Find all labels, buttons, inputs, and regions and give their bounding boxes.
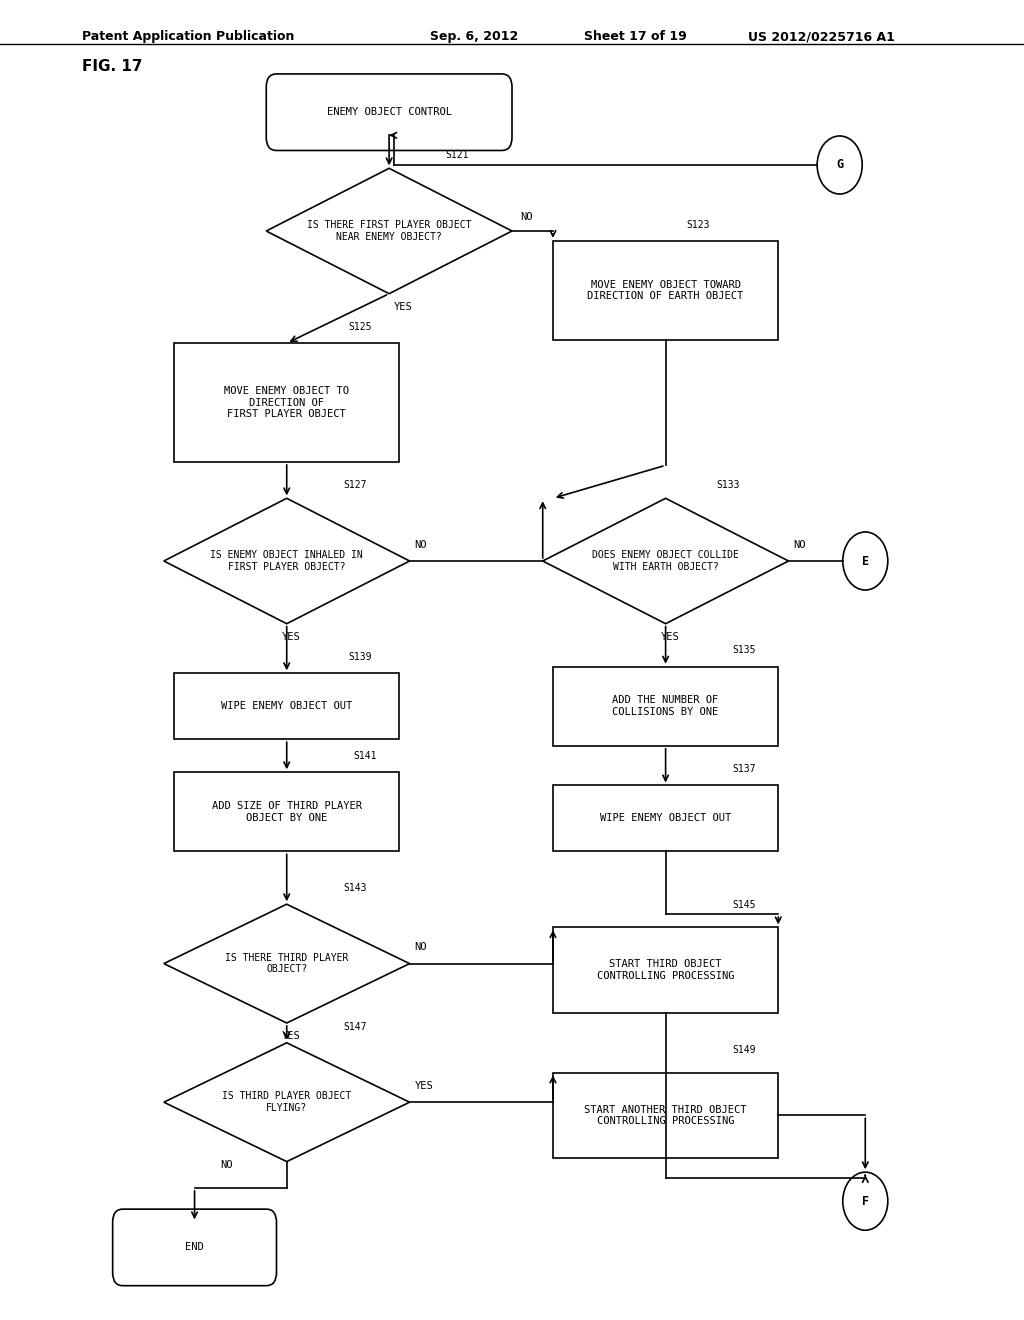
Text: S123: S123 xyxy=(686,219,710,230)
Text: F: F xyxy=(862,1195,868,1208)
Text: MOVE ENEMY OBJECT TO
DIRECTION OF
FIRST PLAYER OBJECT: MOVE ENEMY OBJECT TO DIRECTION OF FIRST … xyxy=(224,385,349,420)
Polygon shape xyxy=(164,499,410,624)
Text: YES: YES xyxy=(282,1031,300,1041)
Text: YES: YES xyxy=(394,301,413,312)
Text: YES: YES xyxy=(282,631,300,642)
Text: NO: NO xyxy=(415,942,427,953)
Text: END: END xyxy=(185,1242,204,1253)
Text: Sep. 6, 2012: Sep. 6, 2012 xyxy=(430,30,518,44)
Text: S143: S143 xyxy=(343,883,367,894)
Text: E: E xyxy=(862,554,868,568)
Text: NO: NO xyxy=(220,1160,232,1171)
Bar xyxy=(553,242,778,339)
Polygon shape xyxy=(266,169,512,294)
Text: S135: S135 xyxy=(732,645,756,656)
Text: G: G xyxy=(837,158,843,172)
Text: IS THERE THIRD PLAYER
OBJECT?: IS THERE THIRD PLAYER OBJECT? xyxy=(225,953,348,974)
Text: S127: S127 xyxy=(343,480,367,491)
Text: START ANOTHER THIRD OBJECT
CONTROLLING PROCESSING: START ANOTHER THIRD OBJECT CONTROLLING P… xyxy=(585,1105,746,1126)
Text: S121: S121 xyxy=(445,150,469,161)
Text: YES: YES xyxy=(415,1081,433,1092)
Text: YES: YES xyxy=(660,631,679,642)
Polygon shape xyxy=(164,1043,410,1162)
Text: Sheet 17 of 19: Sheet 17 of 19 xyxy=(584,30,686,44)
Text: NO: NO xyxy=(520,213,532,223)
FancyBboxPatch shape xyxy=(266,74,512,150)
Text: DOES ENEMY OBJECT COLLIDE
WITH EARTH OBJECT?: DOES ENEMY OBJECT COLLIDE WITH EARTH OBJ… xyxy=(592,550,739,572)
Circle shape xyxy=(843,532,888,590)
Text: S149: S149 xyxy=(732,1044,756,1055)
Text: Patent Application Publication: Patent Application Publication xyxy=(82,30,294,44)
Bar xyxy=(174,343,399,462)
Bar xyxy=(553,1072,778,1159)
Bar xyxy=(553,785,778,851)
Text: IS THIRD PLAYER OBJECT
FLYING?: IS THIRD PLAYER OBJECT FLYING? xyxy=(222,1092,351,1113)
Text: S137: S137 xyxy=(732,764,756,775)
Bar xyxy=(174,772,399,851)
Text: ENEMY OBJECT CONTROL: ENEMY OBJECT CONTROL xyxy=(327,107,452,117)
Text: S147: S147 xyxy=(343,1022,367,1032)
Circle shape xyxy=(843,1172,888,1230)
Bar xyxy=(553,927,778,1014)
Text: FIG. 17: FIG. 17 xyxy=(82,59,142,74)
Text: START THIRD OBJECT
CONTROLLING PROCESSING: START THIRD OBJECT CONTROLLING PROCESSIN… xyxy=(597,960,734,981)
Circle shape xyxy=(817,136,862,194)
Text: ADD SIZE OF THIRD PLAYER
OBJECT BY ONE: ADD SIZE OF THIRD PLAYER OBJECT BY ONE xyxy=(212,801,361,822)
Text: IS THERE FIRST PLAYER OBJECT
NEAR ENEMY OBJECT?: IS THERE FIRST PLAYER OBJECT NEAR ENEMY … xyxy=(307,220,471,242)
Text: WIPE ENEMY OBJECT OUT: WIPE ENEMY OBJECT OUT xyxy=(600,813,731,824)
Text: S139: S139 xyxy=(348,652,372,663)
Text: MOVE ENEMY OBJECT TOWARD
DIRECTION OF EARTH OBJECT: MOVE ENEMY OBJECT TOWARD DIRECTION OF EA… xyxy=(588,280,743,301)
Text: S125: S125 xyxy=(348,322,372,333)
FancyBboxPatch shape xyxy=(113,1209,276,1286)
Text: S141: S141 xyxy=(353,751,377,762)
Text: S133: S133 xyxy=(717,480,740,491)
Text: ADD THE NUMBER OF
COLLISIONS BY ONE: ADD THE NUMBER OF COLLISIONS BY ONE xyxy=(612,696,719,717)
Text: NO: NO xyxy=(794,540,806,550)
Text: US 2012/0225716 A1: US 2012/0225716 A1 xyxy=(748,30,894,44)
Polygon shape xyxy=(543,499,788,624)
Text: NO: NO xyxy=(415,540,427,550)
Text: IS ENEMY OBJECT INHALED IN
FIRST PLAYER OBJECT?: IS ENEMY OBJECT INHALED IN FIRST PLAYER … xyxy=(210,550,364,572)
Polygon shape xyxy=(164,904,410,1023)
Bar xyxy=(174,673,399,739)
Text: S145: S145 xyxy=(732,899,756,909)
Text: WIPE ENEMY OBJECT OUT: WIPE ENEMY OBJECT OUT xyxy=(221,701,352,711)
Bar xyxy=(553,667,778,746)
